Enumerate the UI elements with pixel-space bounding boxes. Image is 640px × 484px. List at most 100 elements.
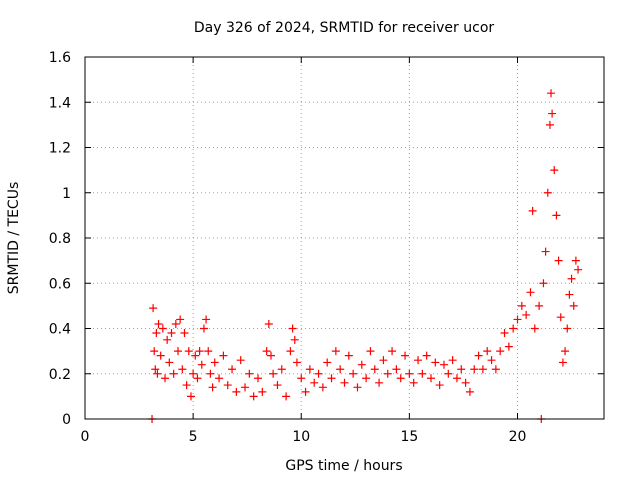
data-point: [301, 387, 310, 396]
data-point: [496, 347, 505, 356]
axis-ticks: [84, 56, 604, 420]
y-tick-label: 0.8: [49, 231, 71, 247]
data-point: [210, 358, 219, 367]
data-point: [152, 329, 161, 338]
data-point: [548, 109, 557, 118]
data-point: [204, 347, 213, 356]
data-point: [178, 365, 187, 374]
data-point: [545, 120, 554, 129]
data-point: [362, 374, 371, 383]
data-point: [474, 351, 483, 360]
data-point: [571, 256, 580, 265]
y-tick-label: 0.6: [49, 276, 71, 292]
data-point: [158, 324, 167, 333]
chart-title: Day 326 of 2024, SRMTID for receiver uco…: [194, 20, 495, 36]
data-point: [273, 381, 282, 390]
data-point: [254, 374, 262, 383]
data-point: [470, 365, 479, 374]
data-point: [558, 358, 567, 367]
data-point: [439, 360, 448, 369]
data-point: [297, 374, 306, 383]
data-point: [513, 315, 522, 324]
data-point: [375, 378, 384, 387]
data-point: [310, 378, 319, 387]
data-point: [547, 89, 556, 98]
tick-labels: 0 5 10 15 20 0 0.2 0.4 0.6 0.8 1 1.2 1.4 1.6: [49, 50, 527, 445]
data-point: [228, 365, 237, 374]
data-point: [543, 188, 552, 197]
data-point: [383, 369, 392, 378]
data-point: [241, 383, 250, 392]
data-point: [401, 351, 410, 360]
data-point: [491, 365, 500, 374]
x-tick-label: 5: [189, 429, 198, 445]
data-point: [197, 360, 206, 369]
data-point: [150, 347, 159, 356]
data-point: [282, 392, 291, 401]
y-tick-label: 0.2: [49, 367, 71, 383]
data-point: [528, 206, 537, 215]
data-point: [448, 356, 457, 365]
y-tick-label: 1.4: [49, 95, 71, 111]
data-point: [541, 247, 550, 256]
data-point: [336, 365, 345, 374]
data-point: [457, 365, 466, 374]
data-point: [567, 274, 576, 283]
data-point: [388, 347, 397, 356]
data-point: [191, 351, 200, 360]
data-point: [318, 383, 327, 392]
data-point: [208, 383, 217, 392]
data-point: [349, 369, 358, 378]
data-point: [327, 374, 336, 383]
data-point: [478, 365, 487, 374]
data-point: [569, 301, 578, 310]
data-point: [487, 356, 496, 365]
data-point: [526, 288, 535, 297]
data-point: [563, 324, 572, 333]
data-point: [189, 369, 198, 378]
data-point: [396, 374, 405, 383]
data-point: [245, 369, 254, 378]
data-point: [331, 347, 340, 356]
data-point: [504, 342, 513, 351]
y-tick-label: 1.6: [49, 50, 71, 66]
data-point: [153, 369, 162, 378]
data-point: [427, 374, 435, 383]
x-tick-label: 15: [400, 429, 418, 445]
data-point: [258, 387, 267, 396]
data-point: [530, 324, 539, 333]
y-tick-label: 0.4: [49, 322, 71, 338]
data-point: [461, 378, 470, 387]
data-point: [151, 365, 160, 374]
data-point: [422, 351, 431, 360]
x-tick-label: 10: [292, 429, 310, 445]
data-point: [535, 301, 544, 310]
data-point: [409, 378, 418, 387]
data-point: [163, 335, 172, 344]
data-point: [165, 358, 174, 367]
data-point: [154, 319, 163, 328]
data-point: [266, 351, 275, 360]
y-tick-label: 1.2: [49, 141, 71, 157]
data-point: [509, 324, 518, 333]
data-point: [431, 358, 440, 367]
data-point: [215, 374, 224, 383]
data-point: [539, 279, 548, 288]
data-point: [236, 356, 245, 365]
data-point: [435, 381, 444, 390]
data-point: [173, 347, 182, 356]
data-point: [357, 360, 366, 369]
data-point: [366, 347, 375, 356]
data-point: [323, 358, 332, 367]
data-point: [156, 351, 165, 360]
data-point: [202, 315, 211, 324]
data-point: [574, 265, 583, 274]
y-tick-label: 1: [62, 186, 71, 202]
data-point: [565, 290, 574, 299]
data-point: [232, 387, 241, 396]
data-point: [556, 313, 565, 322]
data-point: [522, 310, 531, 319]
data-point: [184, 347, 193, 356]
